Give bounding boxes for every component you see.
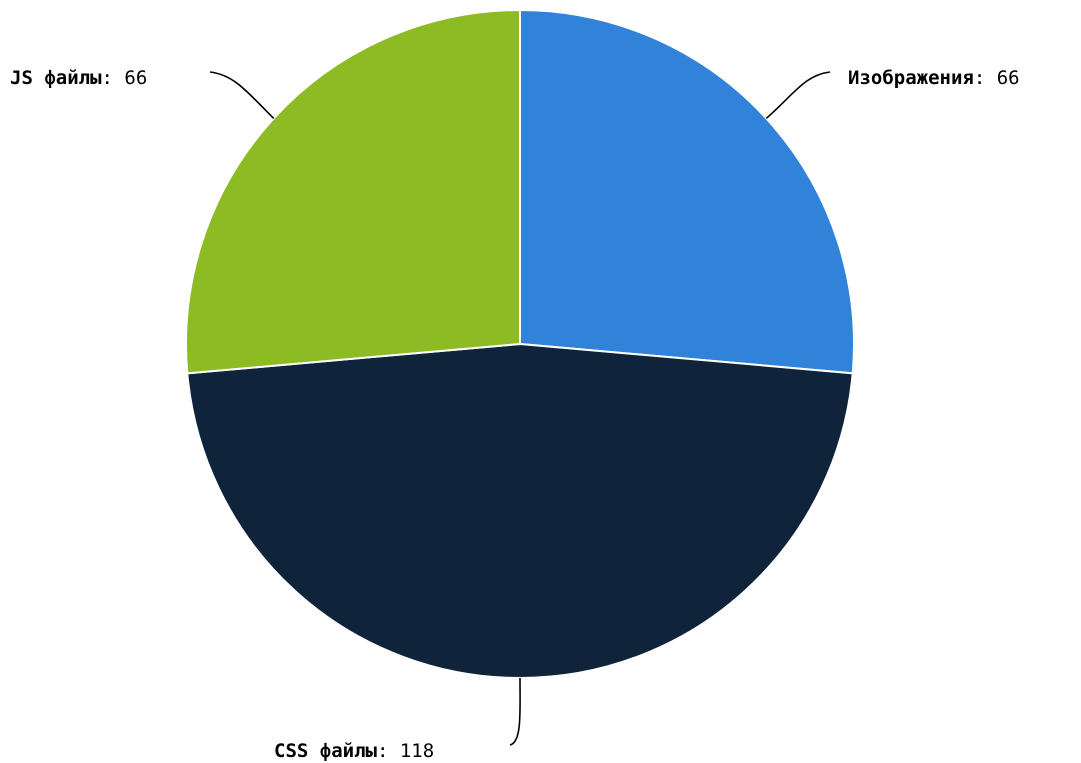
data-label-css: CSS файлы: 118 bbox=[274, 740, 434, 762]
slice-js bbox=[184, 8, 521, 375]
slice-images bbox=[519, 8, 856, 375]
pie-slices bbox=[184, 8, 856, 680]
slice-value-js: 66 bbox=[124, 67, 147, 89]
label-leader-lines bbox=[209, 71, 831, 746]
label-separator: : bbox=[377, 740, 400, 762]
leader-line-css bbox=[509, 677, 521, 746]
data-label-js: JS файлы: 66 bbox=[10, 67, 147, 89]
slice-label-css: CSS файлы bbox=[274, 740, 378, 762]
label-separator: : bbox=[974, 67, 997, 89]
leader-line-js bbox=[209, 71, 275, 119]
slice-value-css: 118 bbox=[400, 740, 434, 762]
slice-css bbox=[186, 342, 854, 680]
data-label-images: Изображения: 66 bbox=[848, 67, 1020, 89]
slice-label-images: Изображения bbox=[848, 67, 974, 89]
slice-value-images: 66 bbox=[997, 67, 1020, 89]
slice-label-js: JS файлы bbox=[10, 67, 102, 89]
leader-line-images bbox=[765, 71, 831, 119]
label-separator: : bbox=[102, 67, 125, 89]
